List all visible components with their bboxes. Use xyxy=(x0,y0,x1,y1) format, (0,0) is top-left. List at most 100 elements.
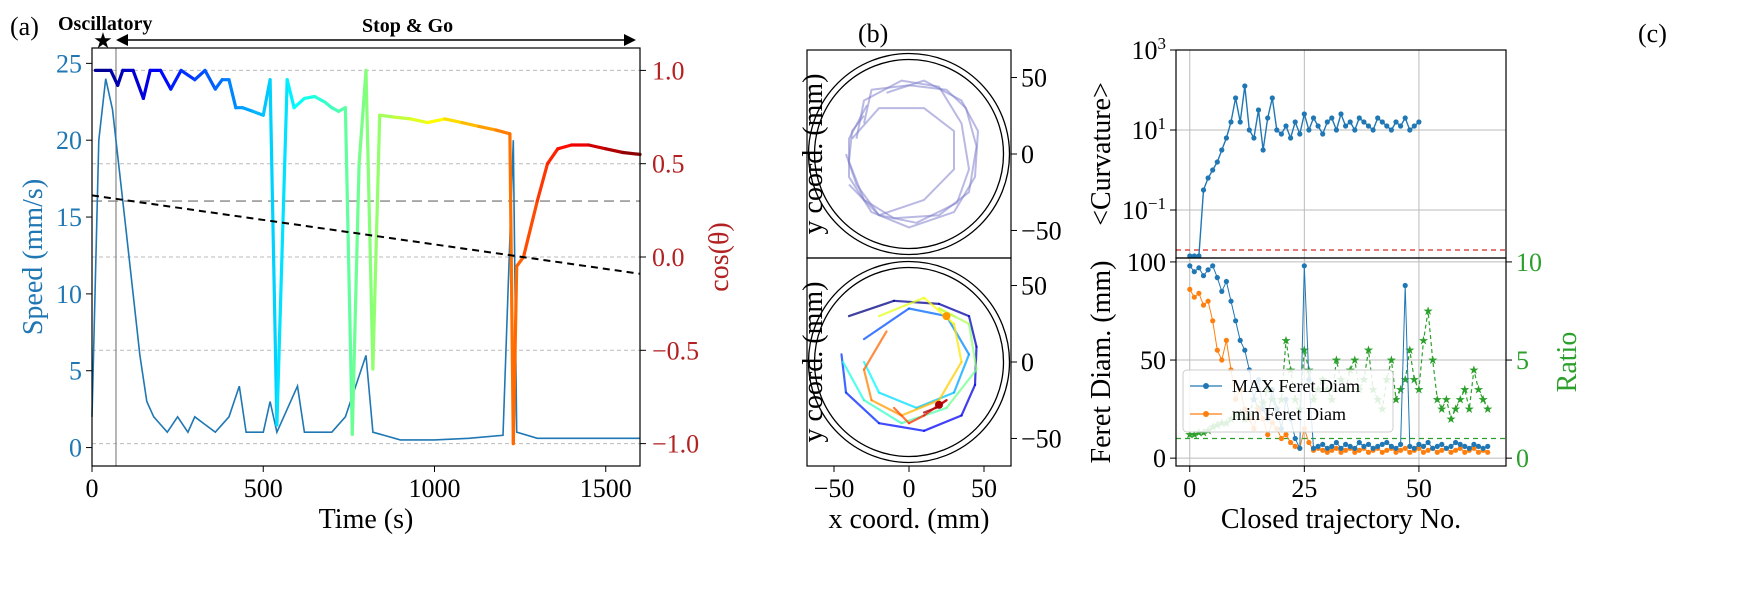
curvature-point xyxy=(1347,119,1353,125)
max-feret-point xyxy=(1324,445,1330,451)
trajectory-trace-segment xyxy=(870,399,903,417)
max-feret-point xyxy=(1196,265,1202,271)
curvature-point xyxy=(1237,119,1243,125)
curvature-point xyxy=(1379,119,1385,125)
min-feret-point xyxy=(1196,290,1202,296)
ratio-point: ★ xyxy=(1299,343,1310,357)
cos-series-segment xyxy=(275,78,289,427)
max-feret-point xyxy=(1320,441,1326,447)
cos-series-segment xyxy=(116,68,125,87)
curvature-point xyxy=(1315,123,1321,129)
y-tick-label-exponent: −1 xyxy=(1148,194,1166,213)
min-feret-point xyxy=(1333,445,1339,451)
curvature-point xyxy=(1329,115,1335,121)
trajectory-trace-segment xyxy=(892,406,911,425)
cos-series-segment xyxy=(364,68,375,371)
y-axis-label-right-a: cos(θ) xyxy=(704,222,735,291)
speed-series xyxy=(91,78,640,441)
cos-series-segment xyxy=(515,255,526,268)
cos-series-segment xyxy=(141,68,152,101)
min-feret-point xyxy=(1288,439,1294,446)
min-feret-point xyxy=(1210,318,1216,324)
max-feret-point xyxy=(1398,441,1404,447)
max-feret-point xyxy=(1407,443,1413,449)
y-tick-label-base: 10 xyxy=(1132,116,1158,145)
cos-series-segment xyxy=(621,150,642,156)
cos-series-segment xyxy=(460,120,481,129)
min-feret-point xyxy=(1278,435,1284,442)
max-feret-point xyxy=(1200,273,1207,279)
cos-series-segment xyxy=(302,94,317,101)
max-feret-point xyxy=(1480,445,1486,451)
max-feret-point xyxy=(1439,441,1445,447)
y-axis-label-left-a: Speed (mm/s) xyxy=(18,179,49,335)
arena-inner-circle-b_top xyxy=(813,58,1005,250)
trajectory-trace-segment xyxy=(937,360,963,402)
x-tick-label-b_bottom: −50 xyxy=(814,474,855,503)
ratio-point: ★ xyxy=(1464,402,1475,416)
trajectory-trace-segment xyxy=(945,315,971,356)
y-tick-label-b_top: −50 xyxy=(1021,216,1062,245)
trajectory-trace xyxy=(848,79,979,229)
max-feret-point xyxy=(1333,439,1339,446)
trajectory-trace-segment xyxy=(877,422,926,432)
curvature-point xyxy=(1411,123,1417,129)
curvature-point xyxy=(1187,253,1193,259)
cos-series-segment xyxy=(477,124,498,132)
y-tick-label-right-a: −0.5 xyxy=(652,336,699,365)
max-feret-point xyxy=(1411,445,1417,451)
panel-a: 0 500 1000 1500 0 5 10 15 20 25 −1.0 −0.5 0.0 0.5 1.0 T… xyxy=(18,28,735,535)
trajectory-trace-segment xyxy=(862,307,911,341)
y-tick-label-b_bottom: 0 xyxy=(1021,348,1034,377)
legend-c-bottom: MAX Feret Diam min Feret Diam xyxy=(1182,369,1394,433)
max-feret-point xyxy=(1370,445,1376,451)
trajectory-trace-segment xyxy=(900,399,941,417)
y-tick-label-left-a: 20 xyxy=(56,126,82,155)
max-feret-point xyxy=(1191,269,1197,275)
curvature-point xyxy=(1228,119,1234,125)
y-tick-label-left-c: 100 xyxy=(1127,248,1166,277)
max-feret-point xyxy=(1443,445,1449,451)
cos-series-segment xyxy=(443,117,464,125)
curvature-point xyxy=(1200,187,1207,193)
legend-box xyxy=(1182,369,1394,433)
panel-label-a: (a) xyxy=(10,12,39,41)
min-feret-point xyxy=(1485,449,1491,455)
y-tick-label-right-c: 10 xyxy=(1516,248,1542,277)
cos-series-segment xyxy=(227,78,238,110)
curvature-point xyxy=(1191,253,1197,259)
x-tick-label-c: 50 xyxy=(1406,474,1432,503)
cos-series-segment xyxy=(268,78,279,427)
curvature-point xyxy=(1278,131,1284,137)
max-feret-point xyxy=(1361,443,1367,449)
ratio-point: ★ xyxy=(1395,383,1406,397)
max-feret-point xyxy=(1205,267,1211,273)
max-feret-point xyxy=(1210,263,1216,269)
min-feret-point xyxy=(1420,449,1427,455)
max-feret-point xyxy=(1425,439,1431,446)
curvature-point xyxy=(1393,119,1399,125)
max-feret-point xyxy=(1466,445,1472,451)
trajectory-trace-segment xyxy=(844,391,881,425)
y-tick-label-left-c: 50 xyxy=(1140,346,1166,375)
curvature-point xyxy=(1260,147,1266,153)
y-tick-label-right-a: 1.0 xyxy=(652,56,685,85)
trajectory-trace-segment xyxy=(945,368,978,409)
cos-series-segment xyxy=(158,68,173,91)
cos-series-segment xyxy=(251,109,265,117)
min-feret-point xyxy=(1223,337,1229,343)
curvature-point xyxy=(1210,167,1216,173)
panel-b: 50 0 −50 y coord. (mm) 50 0 −50 y coord. (mm) −5… xyxy=(798,49,1062,535)
ratio-point: ★ xyxy=(1427,353,1438,367)
curvature-point xyxy=(1233,95,1239,101)
ratio-point: ★ xyxy=(1414,383,1425,397)
ratio-point: ★ xyxy=(1349,353,1360,367)
plot-frame-b_bottom xyxy=(806,257,1012,467)
max-feret-point xyxy=(1214,275,1220,281)
trajectory-trace-segment xyxy=(960,383,977,417)
min-feret-point xyxy=(1356,447,1362,453)
x-tick-label-a: 500 xyxy=(244,474,283,503)
x-axis-label-b_bottom: x coord. (mm) xyxy=(829,504,990,535)
trajectory-trace-segment xyxy=(862,368,873,402)
curvature-point xyxy=(1292,119,1298,125)
